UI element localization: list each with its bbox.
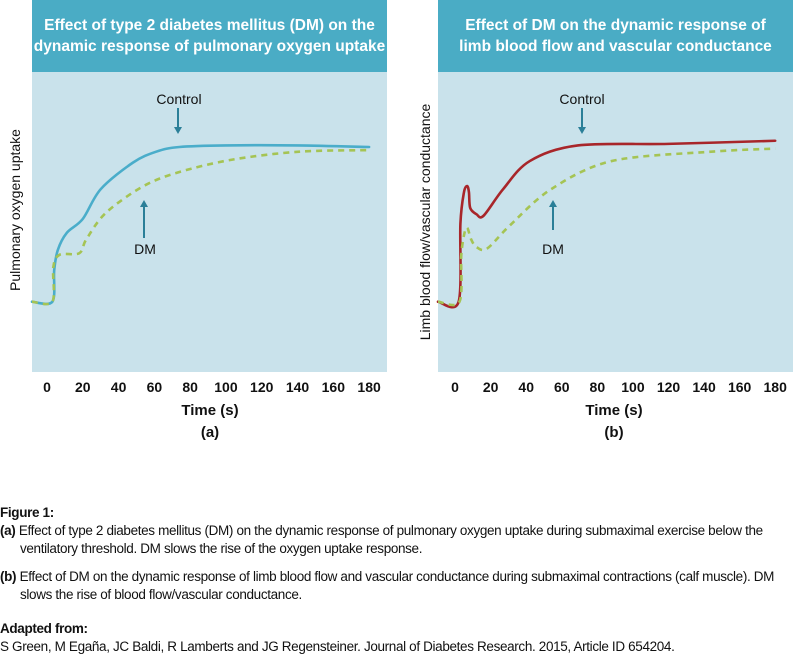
figure-caption: Figure 1: (a) Effect of type 2 diabetes …	[0, 504, 804, 656]
panel-a-control-label: Control	[156, 91, 202, 107]
panel-a-plot-area	[32, 72, 387, 372]
panel-a-control-arrow-icon-head	[174, 127, 182, 134]
panel-a-x-tick-label: 20	[75, 379, 91, 395]
panel-a-x-tick-label: 140	[285, 379, 310, 395]
panel-b-dm-line	[437, 147, 776, 307]
source-heading: Adapted from:	[0, 621, 88, 636]
panel-a-control-line	[30, 143, 371, 306]
panel-b-x-tick-label: 180	[763, 379, 787, 395]
panel-a-x-tick-label: 80	[182, 379, 198, 395]
panel-b-x-tick-label: 80	[589, 379, 606, 395]
panel-b-control-line	[436, 139, 777, 309]
panel-a-title: Effect of type 2 diabetes mellitus (DM) …	[32, 0, 387, 72]
caption-b-label: (b)	[0, 569, 17, 584]
panel-b-control-label: Control	[559, 91, 605, 107]
caption-b-text: Effect of DM on the dynamic response of …	[19, 569, 775, 602]
source-text: S Green, M Egaña, JC Baldi, R Lamberts a…	[0, 639, 675, 654]
panel-b-x-tick-label: 120	[656, 379, 681, 395]
panel-a-x-tick-label: 100	[214, 379, 238, 395]
panel-b-title: Effect of DM on the dynamic response of …	[438, 0, 793, 72]
panel-b-control-arrow-icon-head	[578, 127, 586, 134]
caption-a-text: Effect of type 2 diabetes mellitus (DM) …	[18, 523, 763, 556]
panel-a-x-tick-label: 60	[146, 379, 163, 395]
panel-a-x-axis-label: Time (s)	[181, 402, 239, 419]
panel-a-x-tick-label: 180	[357, 379, 381, 395]
panel-b-x-tick-label: 40	[518, 379, 534, 395]
panel-a-label: (a)	[200, 424, 220, 441]
panel-a-dm-line	[31, 148, 370, 306]
panel-b-dm-label: DM	[542, 241, 564, 257]
panel-b-x-tick-label: 0	[451, 379, 459, 395]
panel-a-y-axis-label: Pulmonary oxygen uptake	[7, 129, 23, 291]
caption-b: (b) Effect of DM on the dynamic response…	[0, 568, 804, 604]
panel-b-label: (b)	[604, 424, 624, 441]
panel-a-dm-label: DM	[134, 241, 156, 257]
panel-b-x-tick-label: 100	[621, 379, 645, 395]
caption-heading: Figure 1:	[0, 505, 54, 520]
panel-b-x-tick-label: 20	[482, 379, 499, 395]
panel-b-plot-area	[438, 72, 793, 372]
panel-a-x-tick-label: 160	[321, 379, 345, 395]
panel-b-dm-arrow-icon-head	[549, 200, 557, 207]
panel-b-x-axis-label: Time (s)	[585, 402, 643, 419]
panel-a-x-tick-label: 0	[43, 379, 51, 395]
panel-b-x-tick-label: 160	[727, 379, 752, 395]
panel-b-x-tick-label: 60	[553, 379, 570, 395]
panel-a-x-tick-label: 120	[250, 379, 274, 395]
panel-b-x-tick-label: 140	[692, 379, 716, 395]
caption-a-label: (a)	[0, 523, 16, 538]
panel-a-x-tick-label: 40	[110, 379, 127, 395]
panel-b-y-axis-label: Limb blood flow/vascular conductance	[417, 103, 433, 341]
panel-a-dm-arrow-icon-head	[140, 200, 148, 207]
caption-a: (a) Effect of type 2 diabetes mellitus (…	[0, 522, 804, 558]
